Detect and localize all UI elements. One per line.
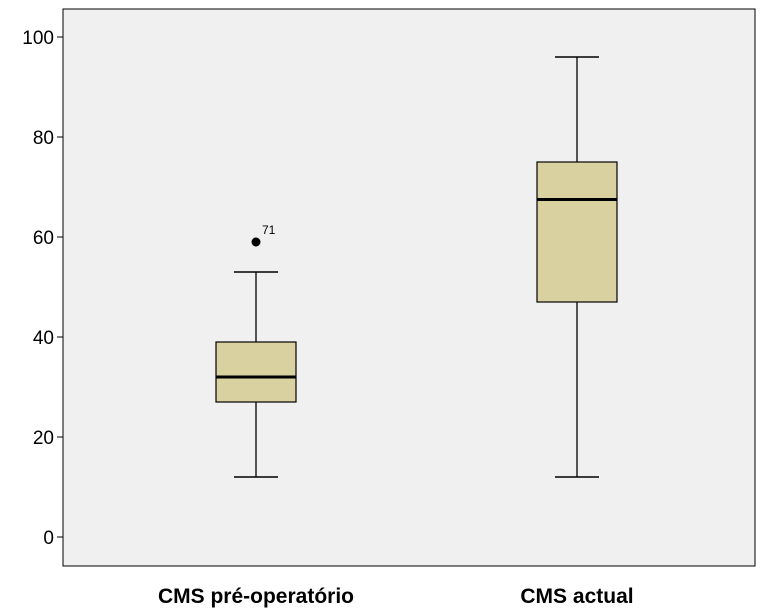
y-axis: 0 20 40 60 80 100 (22, 28, 63, 549)
outlier-label: 71 (262, 223, 276, 237)
y-tick-label: 80 (33, 128, 54, 149)
outlier-point (251, 237, 261, 247)
plot-area (62, 8, 756, 567)
category-labels: CMS pré-operatório CMS actual (158, 585, 634, 608)
y-tick-label: 20 (33, 428, 54, 449)
category-label: CMS actual (520, 585, 633, 608)
iqr-box (536, 161, 618, 303)
boxes: 71 (215, 56, 618, 478)
category-label: CMS pré-operatório (158, 585, 354, 608)
y-tick-label: 100 (22, 28, 54, 49)
box-group: 71 (215, 223, 297, 478)
y-tick-label: 60 (33, 228, 54, 249)
box-group (536, 56, 618, 478)
iqr-box (215, 341, 297, 403)
y-tick-label: 0 (43, 528, 54, 549)
y-tick-label: 40 (33, 328, 54, 349)
